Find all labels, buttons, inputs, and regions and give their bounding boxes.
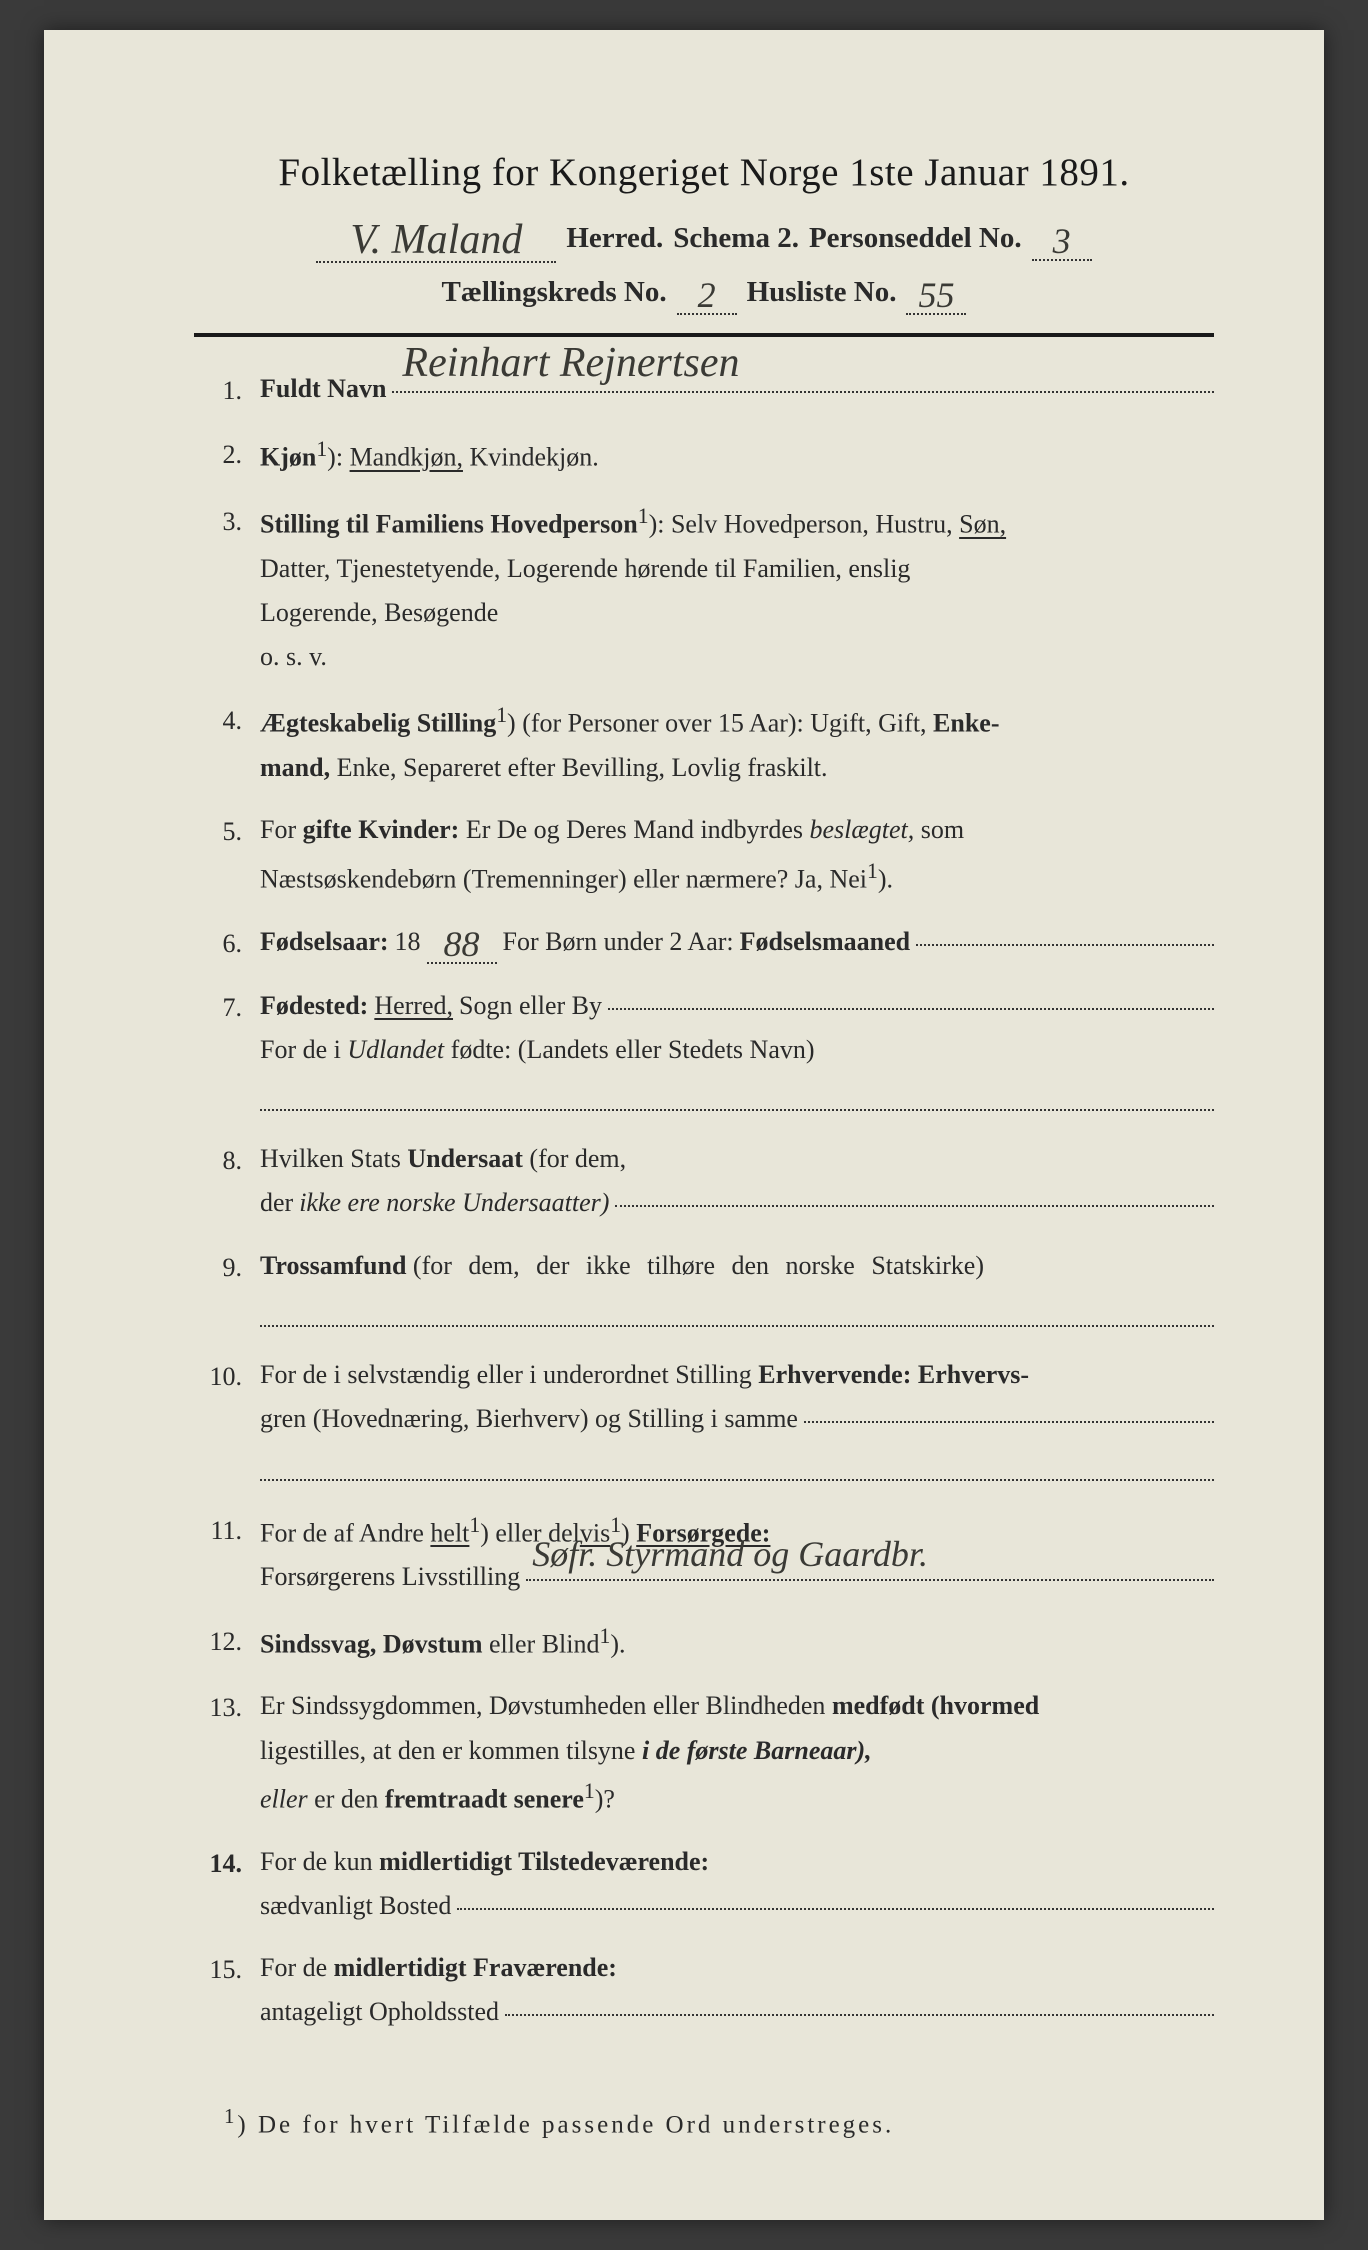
num-14: 14. [194, 1840, 242, 1886]
husliste-no: 55 [906, 277, 966, 315]
item-12: 12. Sindssvag, Døvstum eller Blind1). [194, 1618, 1214, 1667]
item-10: 10. For de i selvstændig eller i underor… [194, 1353, 1214, 1489]
item-6: 6. Fødselsaar: 1888 For Børn under 2 Aar… [194, 920, 1214, 966]
num-6: 6. [194, 920, 242, 966]
kreds-no: 2 [677, 277, 737, 315]
num-12: 12. [194, 1618, 242, 1664]
q7-label: Fødested: [260, 984, 368, 1028]
q2-mandkjon: Mandkjøn, [350, 443, 463, 472]
herred-value: V. Maland [316, 219, 556, 263]
num-3: 3. [194, 498, 242, 544]
q7-herred: Herred, [374, 984, 453, 1028]
q11-value: Søfr. Styrmand og Gaardbr. [532, 1524, 928, 1585]
q9-label: Trossamfund [260, 1251, 406, 1280]
num-9: 9. [194, 1244, 242, 1290]
q6-label: Fødselsaar: [260, 920, 389, 964]
num-4: 4. [194, 697, 242, 743]
herred-label: Herred. [566, 222, 663, 255]
form-items: 1. Fuldt Navn Reinhart Rejnertsen 2. Kjø… [194, 367, 1214, 2034]
item-11: 11. For de af Andre helt1) eller delvis1… [194, 1507, 1214, 1600]
form-title: Folketælling for Kongeriget Norge 1ste J… [194, 150, 1214, 195]
item-2: 2. Kjøn1): Mandkjøn, Kvindekjøn. [194, 431, 1214, 480]
item-15: 15. For de midlertidigt Fraværende: anta… [194, 1946, 1214, 2034]
q12-label: Sindssvag, Døvstum [260, 1629, 483, 1658]
kreds-label: Tællingskreds No. [442, 276, 667, 309]
item-3: 3. Stilling til Familiens Hovedperson1):… [194, 498, 1214, 679]
q3-son: Søn, [959, 510, 1006, 539]
item-5: 5. For gifte Kvinder: Er De og Deres Man… [194, 808, 1214, 901]
item-13: 13. Er Sindssygdommen, Døvstumheden elle… [194, 1684, 1214, 1821]
footnote: 1) De for hvert Tilfælde passende Ord un… [194, 2104, 1214, 2139]
husliste-label: Husliste No. [747, 276, 897, 309]
num-11: 11. [194, 1507, 242, 1553]
item-9: 9. Trossamfund (for dem, der ikke tilhør… [194, 1244, 1214, 1335]
item-14: 14. For de kun midlertidigt Tilstedevære… [194, 1840, 1214, 1928]
census-form-page: Folketælling for Kongeriget Norge 1ste J… [44, 30, 1324, 2220]
q1-value: Reinhart Rejnertsen [402, 328, 739, 399]
item-8: 8. Hvilken Stats Undersaat (for dem, der… [194, 1137, 1214, 1225]
q3-label: Stilling til Familiens Hovedperson [260, 510, 638, 539]
q2-kvindekjon: Kvindekjøn. [469, 443, 598, 472]
num-13: 13. [194, 1684, 242, 1730]
num-5: 5. [194, 808, 242, 854]
num-8: 8. [194, 1137, 242, 1183]
item-1: 1. Fuldt Navn Reinhart Rejnertsen [194, 367, 1214, 413]
num-2: 2. [194, 431, 242, 477]
header-row-1: V. Maland Herred. Schema 2. Personseddel… [194, 213, 1214, 257]
schema-label: Schema 2. [673, 222, 799, 255]
num-10: 10. [194, 1353, 242, 1399]
num-7: 7. [194, 984, 242, 1030]
num-15: 15. [194, 1946, 242, 1992]
personseddel-label: Personseddel No. [809, 222, 1022, 255]
item-7: 7. Fødested: Herred, Sogn eller By For d… [194, 984, 1214, 1120]
personseddel-no: 3 [1032, 223, 1092, 261]
q4-label: Ægteskabelig Stilling [260, 709, 496, 738]
q1-label: Fuldt Navn [260, 367, 386, 411]
num-1: 1. [194, 367, 242, 413]
q6-year: 88 [427, 926, 497, 964]
q2-label: Kjøn [260, 443, 316, 472]
header-row-2: Tællingskreds No. 2 Husliste No. 55 [194, 271, 1214, 309]
item-4: 4. Ægteskabelig Stilling1) (for Personer… [194, 697, 1214, 790]
